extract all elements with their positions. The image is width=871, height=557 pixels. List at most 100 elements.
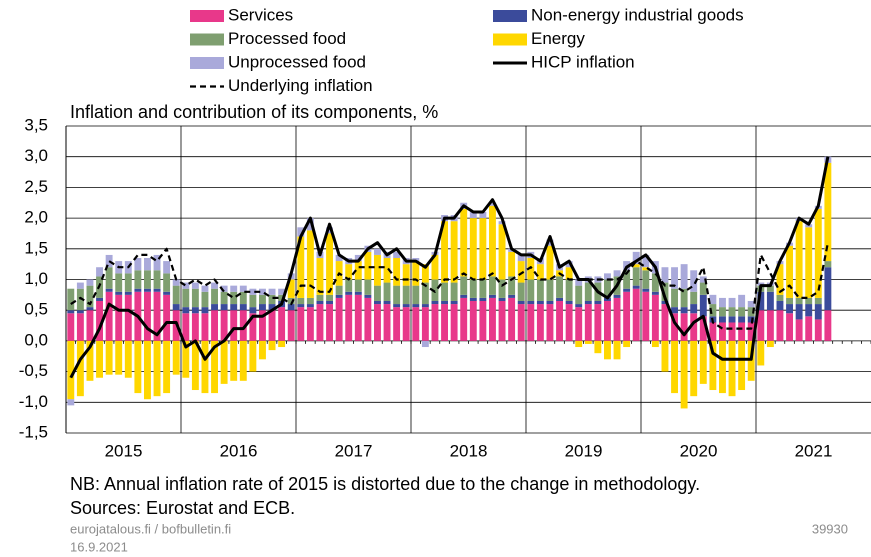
legend-label: Underlying inflation — [228, 76, 373, 95]
bar-segment — [297, 227, 305, 237]
bar-segment — [134, 340, 142, 394]
bar-segment — [354, 294, 362, 341]
bar-segment — [642, 267, 650, 271]
bar-segment — [776, 264, 784, 295]
bar-segment — [604, 273, 611, 280]
legend-swatch — [493, 33, 527, 46]
bar-segment — [172, 304, 180, 311]
y-tick-label: -1,5 — [19, 422, 48, 441]
bar-segment — [536, 304, 544, 341]
bar-segment — [460, 294, 468, 298]
bar-segment — [383, 300, 391, 305]
bar-segment — [345, 294, 353, 341]
line — [70, 242, 829, 330]
bar-segment — [67, 313, 75, 341]
bar-segment — [460, 208, 468, 277]
note: NB: Annual inflation rate of 2015 is dis… — [70, 474, 700, 494]
bar-segment — [498, 297, 506, 301]
bar-segment — [239, 291, 247, 305]
bar-segment — [354, 261, 362, 280]
bar-segment — [527, 304, 535, 341]
bar-segment — [786, 297, 793, 305]
bar-segment — [460, 276, 468, 295]
bar-segment — [201, 313, 209, 341]
bar-segment — [556, 300, 563, 341]
bar-segment — [182, 313, 190, 341]
bar-segment — [805, 316, 813, 341]
legend-label: Non-energy industrial goods — [531, 5, 744, 24]
bar-segment — [738, 307, 746, 317]
bar-segment — [479, 211, 487, 219]
bar-segment — [498, 224, 506, 280]
bar-segment — [374, 285, 381, 301]
bar-segment — [814, 304, 822, 320]
bar-segment — [105, 291, 113, 341]
bar-segment — [182, 282, 190, 289]
bar-segment — [259, 288, 266, 295]
bar-segment — [201, 340, 209, 394]
bar-segment — [651, 294, 659, 341]
legend-swatch — [190, 33, 224, 46]
bar-segment — [489, 202, 496, 206]
bar-segment — [556, 297, 563, 301]
bar-segment — [364, 294, 372, 298]
bar-segment — [374, 304, 381, 341]
bar-segment — [278, 340, 286, 348]
bar-segment — [489, 276, 496, 295]
bar-segment — [115, 291, 123, 295]
bar-segment — [326, 233, 333, 295]
bar-segment — [766, 291, 774, 311]
bar-segment — [297, 297, 305, 305]
bar-segment — [268, 288, 276, 295]
bar-segment — [575, 304, 583, 308]
legend-swatch — [493, 10, 527, 22]
bar-segment — [259, 294, 266, 305]
bar-segment — [776, 294, 784, 301]
bar-segment — [335, 297, 343, 341]
bar-segment — [326, 227, 333, 234]
bar-segment — [546, 300, 554, 305]
bar-segment — [805, 224, 813, 228]
bar-segment — [699, 276, 707, 283]
bar-segment — [249, 313, 257, 341]
bar-segment — [469, 300, 477, 341]
bar-segment — [824, 261, 832, 268]
bar-segment — [239, 340, 247, 381]
bar-segment — [421, 264, 429, 283]
bar-segment — [374, 248, 381, 255]
bar-segment — [124, 294, 132, 341]
bar-segment — [536, 300, 544, 305]
bar-segment — [642, 270, 650, 289]
bar-segment — [105, 254, 113, 268]
bar-segment — [86, 340, 94, 381]
bar-segment — [469, 218, 477, 280]
legend-label: Unprocessed food — [228, 52, 366, 71]
bar-segment — [699, 316, 707, 341]
bar-segment — [824, 267, 832, 311]
bar-segment — [393, 258, 401, 286]
bar-segment — [661, 304, 669, 341]
bar-segment — [450, 221, 458, 283]
bar-segment — [144, 258, 151, 271]
bar-segment — [383, 304, 391, 341]
bar-segment — [719, 307, 726, 317]
bar-segment — [421, 282, 429, 305]
y-tick-label: 2,0 — [24, 208, 48, 227]
bar-segment — [374, 300, 381, 305]
bar-segment — [402, 307, 410, 341]
y-tick-label: 1,5 — [24, 238, 48, 257]
x-tick-label: 2018 — [450, 441, 488, 460]
bar-segment — [249, 288, 257, 295]
bar-segment — [354, 279, 362, 292]
bar-segment — [728, 297, 736, 308]
bar-segment — [814, 297, 822, 305]
bar-segment — [67, 310, 75, 314]
bar-segment — [546, 279, 554, 301]
bar-segment — [517, 304, 525, 341]
bar-segment — [795, 297, 803, 305]
bar-segment — [153, 291, 161, 341]
bar-segment — [642, 288, 650, 292]
bar-segment — [747, 340, 755, 381]
bar-segment — [795, 304, 803, 320]
y-tick-label: -0,5 — [19, 361, 48, 380]
